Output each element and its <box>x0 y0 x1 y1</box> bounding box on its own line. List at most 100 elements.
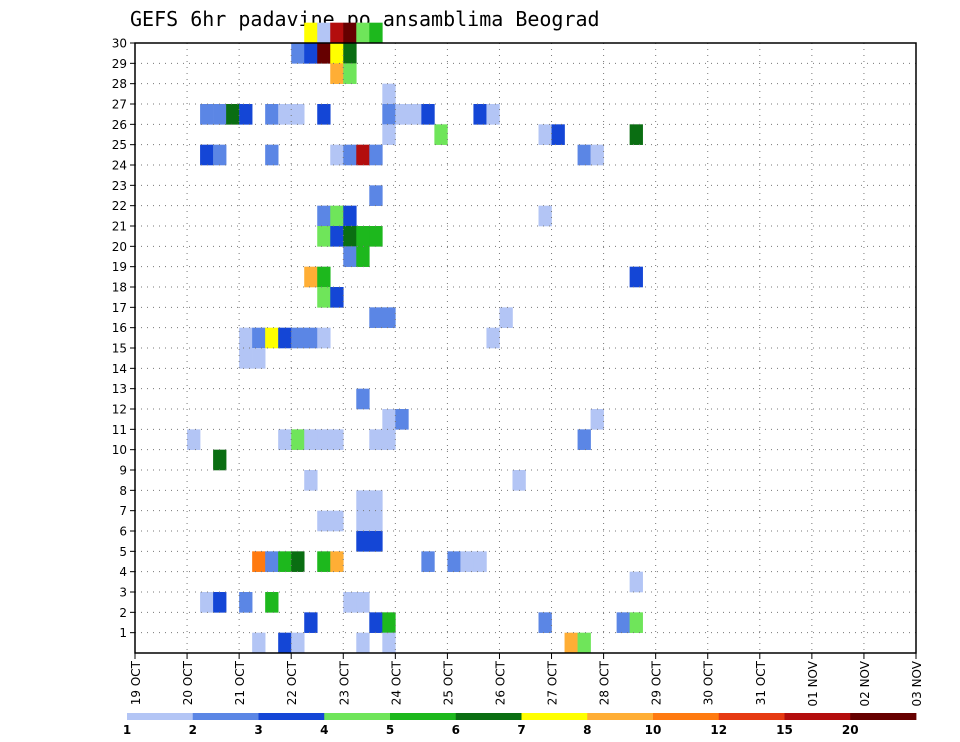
heatmap-cell <box>343 63 357 84</box>
heatmap-cell <box>226 104 240 125</box>
heatmap-cell <box>577 429 591 450</box>
heatmap-cell <box>252 551 266 572</box>
heatmap-cell <box>590 409 604 430</box>
y-tick-label: 20 <box>112 240 127 254</box>
colorbar-label: 1 <box>123 723 131 737</box>
heatmap-cell <box>278 429 292 450</box>
heatmap-cell <box>317 22 331 44</box>
heatmap-cell <box>564 632 578 654</box>
heatmap-cell <box>486 327 500 349</box>
y-tick-label: 30 <box>112 37 127 51</box>
heatmap-cell <box>330 144 344 166</box>
heatmap-cell <box>629 571 643 593</box>
heatmap-cells <box>187 22 643 654</box>
heatmap-cell <box>356 246 370 267</box>
y-tick-label: 16 <box>112 321 127 335</box>
heatmap-cell <box>356 22 370 44</box>
heatmap-cell <box>356 592 370 613</box>
y-tick-label: 21 <box>112 220 127 234</box>
heatmap-cell <box>304 612 318 633</box>
x-tick-label: 19 OCT <box>129 660 143 705</box>
heatmap-cell <box>369 144 383 166</box>
heatmap-cell <box>291 327 305 349</box>
heatmap-cell <box>512 470 526 491</box>
heatmap-cell <box>330 205 344 227</box>
heatmap-cell <box>317 226 331 247</box>
heatmap-cell <box>473 104 487 125</box>
x-tick-label: 27 OCT <box>546 660 560 705</box>
heatmap-cell <box>382 409 396 430</box>
x-tick-label: 24 OCT <box>389 660 403 705</box>
heatmap-cell <box>538 205 552 227</box>
heatmap-cell <box>317 551 331 572</box>
heatmap-cell <box>239 104 253 125</box>
heatmap-cell <box>317 287 331 308</box>
heatmap-cell <box>187 429 201 450</box>
heatmap-cell <box>369 510 383 532</box>
colorbar-swatch <box>258 713 325 720</box>
x-tick-label: 21 OCT <box>233 660 247 705</box>
colorbar-swatch <box>324 713 391 720</box>
y-tick-label: 28 <box>112 77 127 91</box>
heatmap-cell <box>200 592 214 613</box>
heatmap-cell <box>213 144 227 166</box>
x-tick-label: 23 OCT <box>337 660 351 705</box>
heatmap-cell <box>304 327 318 349</box>
colorbar-label: 3 <box>254 723 262 737</box>
heatmap-cell <box>369 22 383 44</box>
y-tick-label: 7 <box>119 504 127 518</box>
y-tick-label: 2 <box>119 606 127 620</box>
heatmap-cell <box>395 409 409 430</box>
y-tick-label: 10 <box>112 443 127 457</box>
heatmap-cell <box>317 266 331 288</box>
y-tick-label: 25 <box>112 138 127 152</box>
y-tick-label: 9 <box>119 464 127 478</box>
heatmap-cell <box>382 104 396 125</box>
heatmap-cell <box>304 266 318 288</box>
y-tick-label: 26 <box>112 118 127 132</box>
heatmap-cell <box>356 144 370 166</box>
colorbar-label: 20 <box>842 723 859 737</box>
x-axis: 19 OCT 20 OCT 21 OCT 22 OCT 23 OCT 24 OCT 25 O… <box>129 653 924 707</box>
heatmap-cell <box>577 632 591 654</box>
heatmap-cell <box>278 104 292 125</box>
colorbar-swatch <box>653 713 720 720</box>
heatmap-cell <box>213 592 227 613</box>
colorbar-label: 12 <box>710 723 727 737</box>
heatmap-cell <box>330 226 344 247</box>
heatmap-cell <box>330 429 344 450</box>
heatmap-cell <box>278 632 292 654</box>
heatmap-cell <box>356 388 370 410</box>
heatmap-cell <box>317 43 331 64</box>
colorbar-label: 10 <box>645 723 662 737</box>
heatmap-cell <box>434 124 448 145</box>
y-tick-label: 18 <box>112 281 127 295</box>
heatmap-cell <box>538 124 552 145</box>
heatmap-cell <box>239 592 253 613</box>
heatmap-cell <box>330 43 344 64</box>
colorbar-legend: 1 2 3 4 5 6 7 8 10 12 15 20 <box>123 713 917 737</box>
y-tick-label: 19 <box>112 260 127 274</box>
heatmap-cell <box>330 510 344 532</box>
heatmap-cell <box>317 205 331 227</box>
colorbar-swatch <box>192 713 259 720</box>
heatmap-cell <box>239 348 253 369</box>
heatmap-cell <box>330 63 344 84</box>
heatmap-cell <box>499 307 513 328</box>
heatmap-cell <box>304 429 318 450</box>
heatmap-cell <box>317 510 331 532</box>
heatmap-cell <box>538 612 552 633</box>
colorbar-swatch <box>521 713 588 720</box>
x-tick-label: 31 OCT <box>754 660 768 705</box>
x-tick-label: 26 OCT <box>493 660 507 705</box>
grid-lines <box>135 43 916 653</box>
x-tick-label: 20 OCT <box>181 660 195 705</box>
y-tick-label: 29 <box>112 57 127 71</box>
y-tick-label: 12 <box>112 403 127 417</box>
x-tick-label: 28 OCT <box>598 660 612 705</box>
y-tick-label: 23 <box>112 179 127 193</box>
colorbar-swatch <box>718 713 785 720</box>
x-tick-label: 01 NOV <box>806 660 820 706</box>
heatmap-cell <box>473 551 487 572</box>
